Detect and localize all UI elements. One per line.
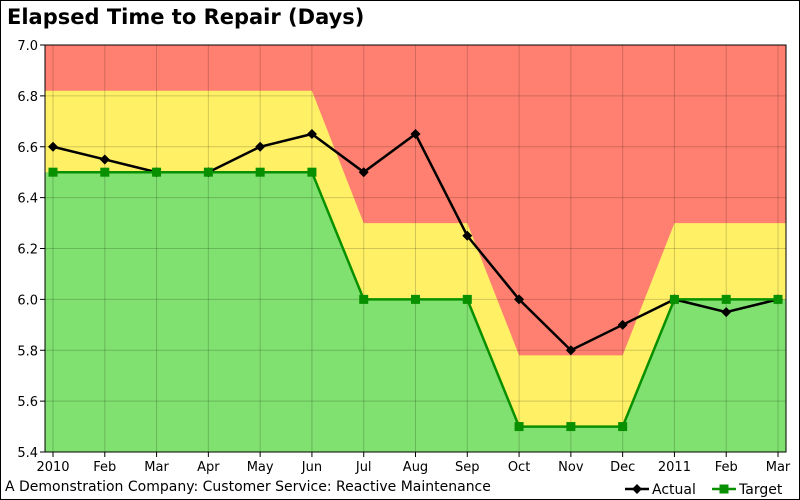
x-tick-label: Dec <box>610 460 635 475</box>
data-point-target <box>152 167 162 177</box>
plot-area-border <box>44 44 787 453</box>
data-point-target <box>618 422 628 432</box>
y-tick-label: 6.0 <box>17 293 38 308</box>
data-point-target <box>669 294 679 304</box>
band-green <box>45 172 786 452</box>
x-tick-label: Sep <box>455 460 480 475</box>
y-tick-label: 6.6 <box>17 141 38 156</box>
data-point-actual <box>617 319 628 330</box>
chart-footer: A Demonstration Company: Customer Servic… <box>5 479 491 495</box>
legend-marker-target <box>719 484 729 494</box>
y-tick-label: 5.6 <box>17 395 38 410</box>
x-tick-label: May <box>247 460 274 475</box>
data-point-actual <box>255 141 266 152</box>
data-point-actual <box>462 230 473 241</box>
x-tick-label: Apr <box>197 460 220 475</box>
data-point-actual <box>514 294 525 305</box>
data-point-actual <box>306 129 317 140</box>
data-point-target <box>100 167 110 177</box>
data-point-target <box>307 167 317 177</box>
y-tick-label: 7.0 <box>17 39 38 54</box>
data-point-actual <box>48 141 58 152</box>
data-point-target <box>721 294 731 304</box>
data-point-target <box>462 294 472 304</box>
data-point-target <box>566 422 576 432</box>
x-tick-label: Nov <box>558 460 584 475</box>
data-point-actual <box>721 307 732 318</box>
y-tick-label: 5.8 <box>17 344 38 359</box>
x-tick-label: Mar <box>766 460 791 475</box>
data-point-target <box>773 294 783 304</box>
data-point-target <box>255 167 265 177</box>
data-point-target <box>48 167 58 177</box>
y-tick-label: 6.2 <box>17 243 38 258</box>
x-tick-label: Feb <box>93 460 116 475</box>
x-tick-label: 2011 <box>658 460 691 475</box>
x-tick-label: Oct <box>508 460 530 475</box>
legend-label-actual: Actual <box>652 482 696 498</box>
chart-title: Elapsed Time to Repair (Days) <box>7 5 365 29</box>
data-point-target <box>359 294 369 304</box>
data-point-actual <box>410 129 421 140</box>
data-point-target <box>411 294 420 304</box>
data-point-target <box>203 167 213 177</box>
x-tick-label: Mar <box>144 460 169 475</box>
legend-label-target: Target <box>738 482 783 498</box>
x-tick-label: Feb <box>715 460 738 475</box>
x-tick-label: Aug <box>403 460 428 475</box>
y-tick-label: 5.4 <box>17 446 38 461</box>
data-point-target <box>514 422 524 432</box>
x-tick-label: Jul <box>355 460 372 475</box>
x-tick-label: 2010 <box>36 460 69 475</box>
y-tick-label: 6.4 <box>17 192 38 207</box>
x-tick-label: Jun <box>301 460 322 475</box>
y-tick-label: 6.8 <box>17 90 38 105</box>
data-point-actual <box>358 167 369 178</box>
data-point-actual <box>99 154 110 165</box>
legend-marker-actual <box>632 484 642 494</box>
data-point-actual <box>565 345 576 356</box>
